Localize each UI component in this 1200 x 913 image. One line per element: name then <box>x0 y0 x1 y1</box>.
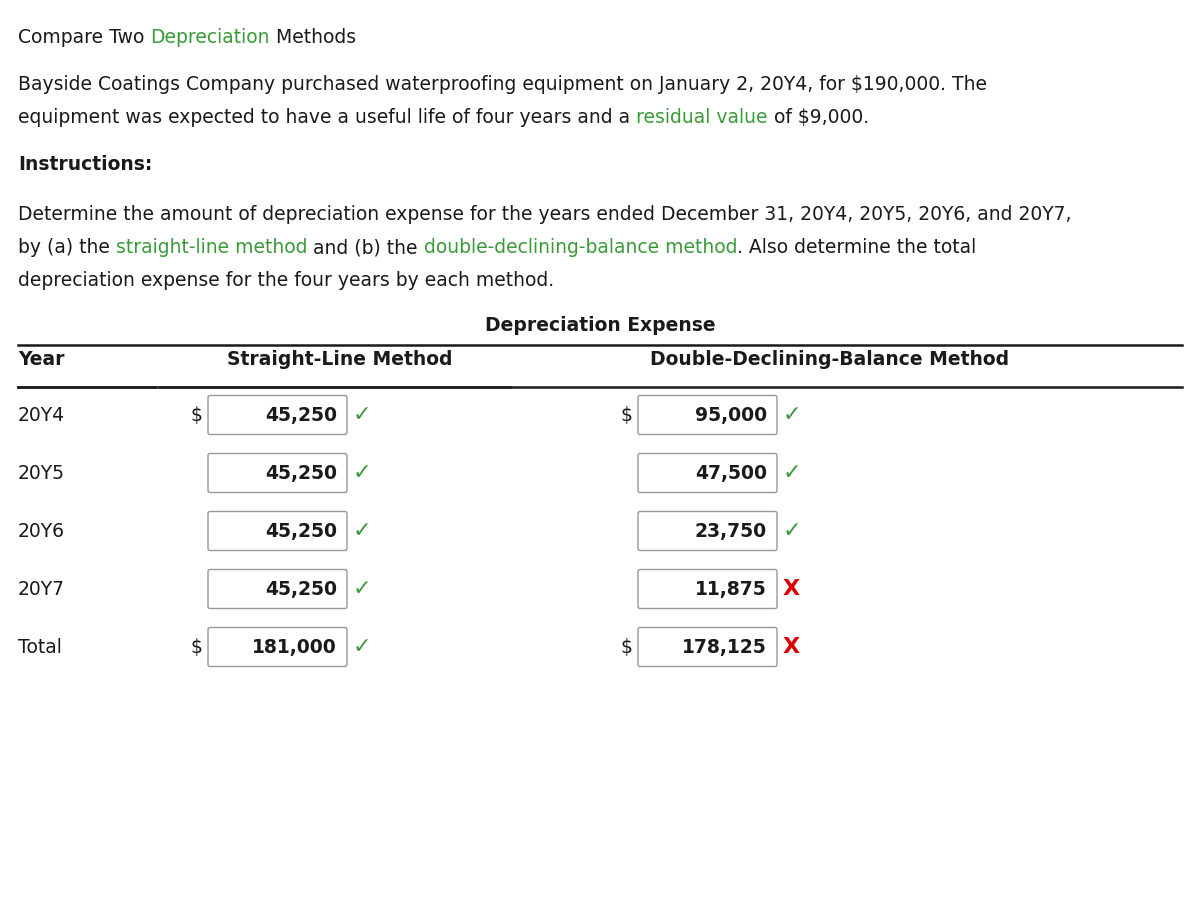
Text: 23,750: 23,750 <box>695 521 767 540</box>
Text: 45,250: 45,250 <box>265 464 337 482</box>
Text: 45,250: 45,250 <box>265 521 337 540</box>
Text: and (b) the: and (b) the <box>307 238 424 257</box>
FancyBboxPatch shape <box>208 395 347 435</box>
Text: depreciation expense for the four years by each method.: depreciation expense for the four years … <box>18 271 554 290</box>
Text: 178,125: 178,125 <box>683 637 767 656</box>
Text: Depreciation Expense: Depreciation Expense <box>485 316 715 335</box>
FancyBboxPatch shape <box>638 627 778 666</box>
FancyBboxPatch shape <box>638 511 778 551</box>
Text: 47,500: 47,500 <box>695 464 767 482</box>
Text: $: $ <box>620 405 632 425</box>
FancyBboxPatch shape <box>208 454 347 492</box>
Text: ✓: ✓ <box>784 405 802 425</box>
Text: Methods: Methods <box>270 28 356 47</box>
Text: 45,250: 45,250 <box>265 580 337 599</box>
Text: $: $ <box>190 637 202 656</box>
Text: Bayside Coatings Company purchased waterproofing equipment on January 2, 20Y4, f: Bayside Coatings Company purchased water… <box>18 75 986 94</box>
FancyBboxPatch shape <box>208 570 347 608</box>
Text: ✓: ✓ <box>784 463 802 483</box>
Text: 95,000: 95,000 <box>695 405 767 425</box>
FancyBboxPatch shape <box>208 627 347 666</box>
Text: $: $ <box>190 405 202 425</box>
Text: X: X <box>784 579 800 599</box>
Text: by (a) the: by (a) the <box>18 238 116 257</box>
Text: Double-Declining-Balance Method: Double-Declining-Balance Method <box>650 350 1009 369</box>
Text: ✓: ✓ <box>784 521 802 541</box>
Text: X: X <box>784 637 800 657</box>
Text: 20Y4: 20Y4 <box>18 405 65 425</box>
Text: 20Y6: 20Y6 <box>18 521 65 540</box>
Text: Year: Year <box>18 350 65 369</box>
Text: ✓: ✓ <box>353 521 372 541</box>
Text: Depreciation: Depreciation <box>150 28 270 47</box>
FancyBboxPatch shape <box>638 395 778 435</box>
Text: ✓: ✓ <box>353 405 372 425</box>
Text: . Also determine the total: . Also determine the total <box>737 238 977 257</box>
Text: ✓: ✓ <box>353 637 372 657</box>
Text: 45,250: 45,250 <box>265 405 337 425</box>
Text: Instructions:: Instructions: <box>18 155 152 174</box>
FancyBboxPatch shape <box>208 511 347 551</box>
Text: 20Y7: 20Y7 <box>18 580 65 599</box>
Text: Determine the amount of depreciation expense for the years ended December 31, 20: Determine the amount of depreciation exp… <box>18 205 1072 224</box>
Text: equipment was expected to have a useful life of four years and a: equipment was expected to have a useful … <box>18 108 636 127</box>
Text: Compare Two: Compare Two <box>18 28 150 47</box>
Text: of $9,000.: of $9,000. <box>768 108 869 127</box>
Text: residual value: residual value <box>636 108 768 127</box>
Text: Straight-Line Method: Straight-Line Method <box>227 350 452 369</box>
Text: $: $ <box>620 637 632 656</box>
Text: ✓: ✓ <box>353 463 372 483</box>
Text: 20Y5: 20Y5 <box>18 464 65 482</box>
Text: double-declining-balance method: double-declining-balance method <box>424 238 737 257</box>
FancyBboxPatch shape <box>638 570 778 608</box>
Text: Total: Total <box>18 637 62 656</box>
Text: ✓: ✓ <box>353 579 372 599</box>
Text: 11,875: 11,875 <box>695 580 767 599</box>
Text: straight-line method: straight-line method <box>116 238 307 257</box>
Text: 181,000: 181,000 <box>252 637 337 656</box>
FancyBboxPatch shape <box>638 454 778 492</box>
